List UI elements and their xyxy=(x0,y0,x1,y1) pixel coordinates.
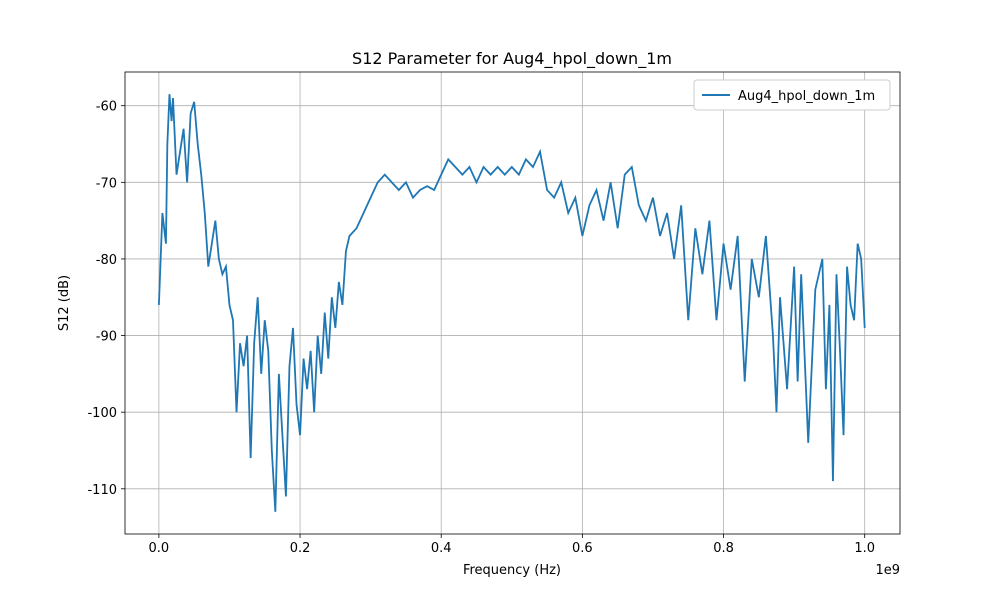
x-tick-label: 0.0 xyxy=(149,541,170,556)
y-tick-label: -110 xyxy=(87,483,117,498)
x-tick-label: 0.2 xyxy=(290,541,311,556)
x-offset-label: 1e9 xyxy=(875,563,900,578)
y-tick-label: -60 xyxy=(96,100,117,115)
y-axis-label: S12 (dB) xyxy=(57,275,72,331)
x-axis-label: Frequency (Hz) xyxy=(463,563,561,578)
y-tick-label: -90 xyxy=(96,330,117,345)
plot-frame xyxy=(124,71,901,535)
legend-label: Aug4_hpol_down_1m xyxy=(738,89,875,104)
y-tick-label: -80 xyxy=(96,253,117,268)
x-tick-label: 1.0 xyxy=(854,541,875,556)
y-tick-label: -70 xyxy=(96,176,117,191)
x-tick-label: 0.4 xyxy=(431,541,452,556)
legend: Aug4_hpol_down_1m xyxy=(693,79,891,111)
x-tick-label: 0.8 xyxy=(713,541,734,556)
y-tick-label: -100 xyxy=(87,406,117,421)
data-line xyxy=(157,94,866,512)
legend-box xyxy=(693,79,891,111)
x-tick-label: 0.6 xyxy=(572,541,593,556)
chart-title: S12 Parameter for Aug4_hpol_down_1m xyxy=(352,49,672,69)
